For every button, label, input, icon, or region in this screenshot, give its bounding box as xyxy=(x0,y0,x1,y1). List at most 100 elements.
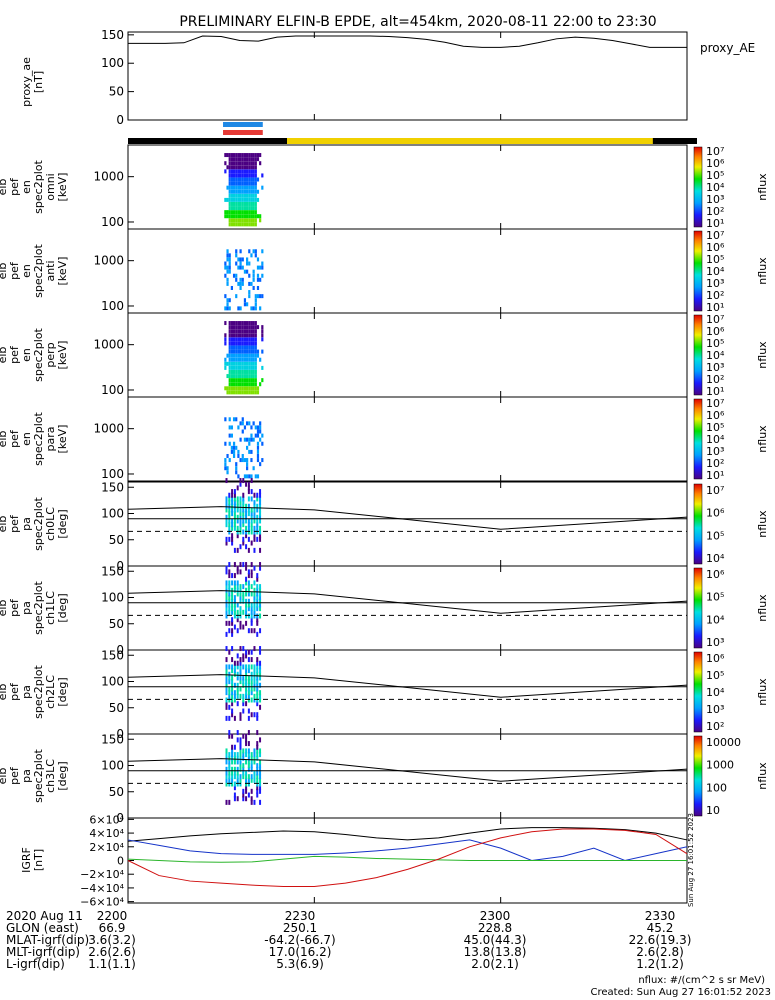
spectrogram-pixel xyxy=(224,333,227,338)
pa-spectrogram-pixel xyxy=(259,492,262,498)
spectrogram-pixel xyxy=(235,261,238,266)
spectrogram-pixel xyxy=(228,374,231,379)
pa-spectrogram-pixel xyxy=(239,569,242,575)
pa-spectrogram-pixel xyxy=(256,763,259,769)
spectrogram-pixel xyxy=(252,201,255,206)
spectrogram-pixel xyxy=(246,261,249,266)
pa-spectrogram-pixel xyxy=(233,693,236,699)
spectrogram-pixel xyxy=(239,185,242,190)
spectrogram-pixel xyxy=(252,153,255,158)
spectrogram-pixel xyxy=(252,386,255,391)
spectrogram-pixel xyxy=(232,445,236,450)
pa-spectrogram-pixel xyxy=(228,496,231,502)
pa-spectrogram-pixel xyxy=(236,752,239,758)
spectrogram-pixel xyxy=(243,333,247,338)
pa-spectrogram-pixel xyxy=(231,591,234,597)
pa-spectrogram-pixel xyxy=(239,587,242,593)
spectrogram-pixel xyxy=(254,185,257,190)
pa-spectrogram-pixel xyxy=(225,595,228,601)
spectrogram-pixel xyxy=(241,386,244,391)
spectrogram-pixel xyxy=(241,193,244,198)
colorbar-label: nflux xyxy=(756,341,769,369)
pa-spectrogram-pixel xyxy=(233,496,236,502)
spectrogram-pixel xyxy=(237,206,240,211)
spectrogram-pixel xyxy=(235,294,238,299)
spectrogram-pixel xyxy=(235,210,238,215)
colorbar-tick-label: 10⁶ xyxy=(706,325,725,338)
pa-spectrogram-pixel xyxy=(233,595,236,601)
pa-spectrogram-pixel xyxy=(253,668,256,674)
pa-spectrogram-pixel xyxy=(231,748,234,754)
spectrogram-pixel xyxy=(224,273,227,278)
spectrogram-pixel xyxy=(235,197,238,202)
spectrogram-pixel xyxy=(252,421,255,426)
pa-spectrogram-pixel xyxy=(250,766,253,772)
pa-spectrogram-pixel xyxy=(242,529,245,535)
pa-y-tick-label: 0 xyxy=(116,559,124,573)
pa-spectrogram-pixel xyxy=(259,606,262,612)
spectrogram-pixel xyxy=(230,157,233,162)
spectrogram-pixel xyxy=(226,277,229,282)
spectrogram-pixel xyxy=(248,345,251,350)
pa-spectrogram-pixel xyxy=(245,785,248,791)
pa-spectrogram-pixel xyxy=(250,649,253,655)
pa-spectrogram-pixel xyxy=(231,540,234,546)
spectrogram-pixel xyxy=(232,181,236,186)
spectrogram-pixel xyxy=(250,474,253,479)
spectrogram-pixel xyxy=(239,337,242,342)
pa-spectrogram-pixel xyxy=(225,507,228,513)
pa-spectrogram-pixel xyxy=(259,489,262,495)
spectrogram-pixel xyxy=(256,325,260,330)
ae-axis-label-line: [nT] xyxy=(32,71,45,93)
pa-spectrogram-pixel xyxy=(236,759,239,765)
spectrogram-pixel xyxy=(237,222,240,227)
pa-spectrogram-pixel xyxy=(247,774,250,780)
spectrogram-pixel xyxy=(237,218,240,223)
spectrogram-pixel xyxy=(226,265,229,270)
spectrogram-pixel xyxy=(224,265,227,270)
spectrogram-pixel xyxy=(224,462,227,467)
spectrogram-pixel xyxy=(254,321,257,326)
spectrogram-pixel xyxy=(232,177,236,182)
pa-spectrogram-pixel xyxy=(245,609,248,615)
pa-spectrogram-pixel xyxy=(239,598,242,604)
pa-spectrogram-pixel xyxy=(233,755,236,761)
colorbar-tick-label: 10⁴ xyxy=(706,552,725,565)
spectrogram-pixel xyxy=(254,222,257,227)
spectrogram-pixel xyxy=(252,382,255,387)
pa-spectrogram-pixel xyxy=(247,591,250,597)
colorbar-tick-label: 10³ xyxy=(706,703,724,716)
spectrogram-pixel xyxy=(228,361,231,366)
spectrogram-pixel xyxy=(254,157,257,162)
spectrogram-pixel xyxy=(256,197,260,202)
pa-spectrogram-pixel xyxy=(250,569,253,575)
pa-spectrogram-pixel xyxy=(233,624,236,630)
pa-spectrogram-pixel xyxy=(245,591,248,597)
spectrogram-pixel xyxy=(250,337,253,342)
pa-spectrogram-pixel xyxy=(253,693,256,699)
pa-y-tick-label: 0 xyxy=(116,727,124,741)
spectrogram-pixel xyxy=(239,197,242,202)
pa-spectrogram-pixel xyxy=(247,697,250,703)
pa-spectrogram-pixel xyxy=(247,547,250,553)
spectrogram-pixel xyxy=(226,361,229,366)
spectrogram-pixel xyxy=(252,269,255,274)
spectrogram-pixel xyxy=(228,206,231,211)
spectrogram-pixel xyxy=(235,390,238,395)
pa-spectrogram-pixel xyxy=(247,649,250,655)
spectrogram-pixel xyxy=(256,177,260,182)
colorbar-tick-label: 10⁷ xyxy=(706,229,724,242)
pa-spectrogram-pixel xyxy=(228,664,231,670)
pa-spectrogram-pixel xyxy=(236,770,239,776)
pa-spectrogram-pixel xyxy=(250,529,253,535)
pa-spectrogram-pixel xyxy=(245,675,248,681)
pa-spectrogram-pixel xyxy=(233,671,236,677)
spectrogram-pixel xyxy=(237,161,240,166)
spectrogram-pixel xyxy=(224,386,227,391)
spectrogram-pixel xyxy=(230,177,233,182)
spectrogram-pixel xyxy=(235,365,238,370)
pa-spectrogram-pixel xyxy=(256,690,259,696)
spectrogram-pixel xyxy=(235,153,238,158)
spectrogram-pixel xyxy=(246,177,249,182)
pa-spectrogram-pixel xyxy=(259,518,262,524)
